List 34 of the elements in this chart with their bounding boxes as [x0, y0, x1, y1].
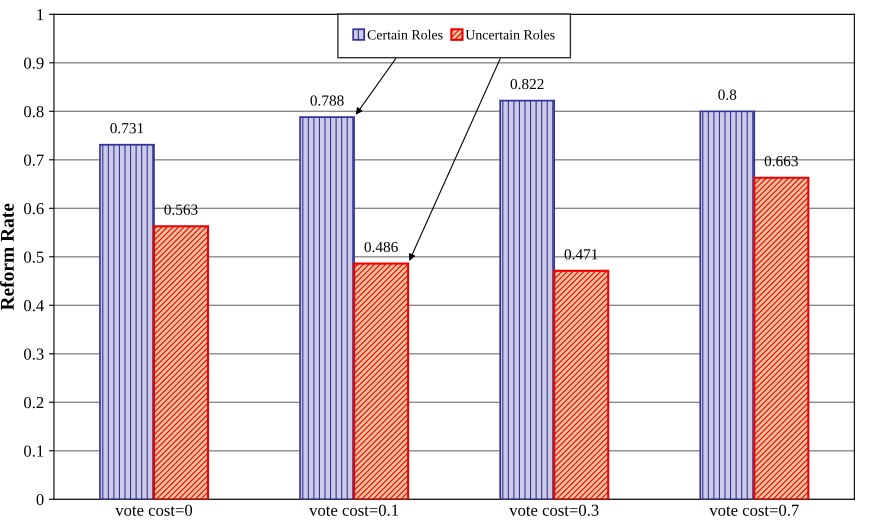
y-tick-label: 0.5	[24, 251, 44, 263]
y-tick-label: 0.6	[24, 202, 44, 214]
data-label: 0.563	[164, 204, 198, 215]
y-tick-label: 0.1	[24, 445, 44, 457]
bar	[553, 270, 610, 500]
bar	[699, 110, 756, 500]
x-tick-label: vote cost=0.3	[509, 504, 599, 516]
bar	[99, 144, 155, 500]
data-label: 0.8	[718, 90, 736, 100]
bar	[753, 176, 810, 500]
y-axis-title: Reform Rate	[0, 204, 14, 310]
bar	[299, 116, 355, 500]
bar	[152, 225, 210, 500]
bar	[353, 262, 410, 500]
y-tick-label: 0.8	[24, 106, 44, 118]
x-tick-label: vote cost=0.7	[709, 504, 799, 516]
data-label: 0.663	[764, 156, 798, 166]
y-tick-label: 0.4	[24, 300, 44, 312]
data-label: 0.486	[364, 242, 398, 252]
data-label: 0.822	[510, 78, 544, 90]
x-tick-label: vote cost=0	[115, 504, 192, 516]
data-label: 0.471	[564, 249, 598, 260]
bar	[499, 100, 556, 500]
y-tick-label: 0.7	[24, 154, 44, 166]
y-tick-label: 0.2	[24, 396, 44, 408]
data-label: 0.731	[110, 123, 144, 134]
y-tick-label: 0.9	[24, 58, 44, 69]
y-tick-label: 0.3	[24, 348, 44, 360]
data-label: 0.788	[310, 95, 344, 106]
legend-label: Certain Roles	[368, 30, 443, 40]
y-tick-label: 0	[36, 494, 44, 506]
y-tick-label: 1	[37, 9, 44, 20]
x-tick-label: vote cost=0.1	[309, 504, 398, 516]
legend-label: Uncertain Roles	[466, 30, 555, 40]
